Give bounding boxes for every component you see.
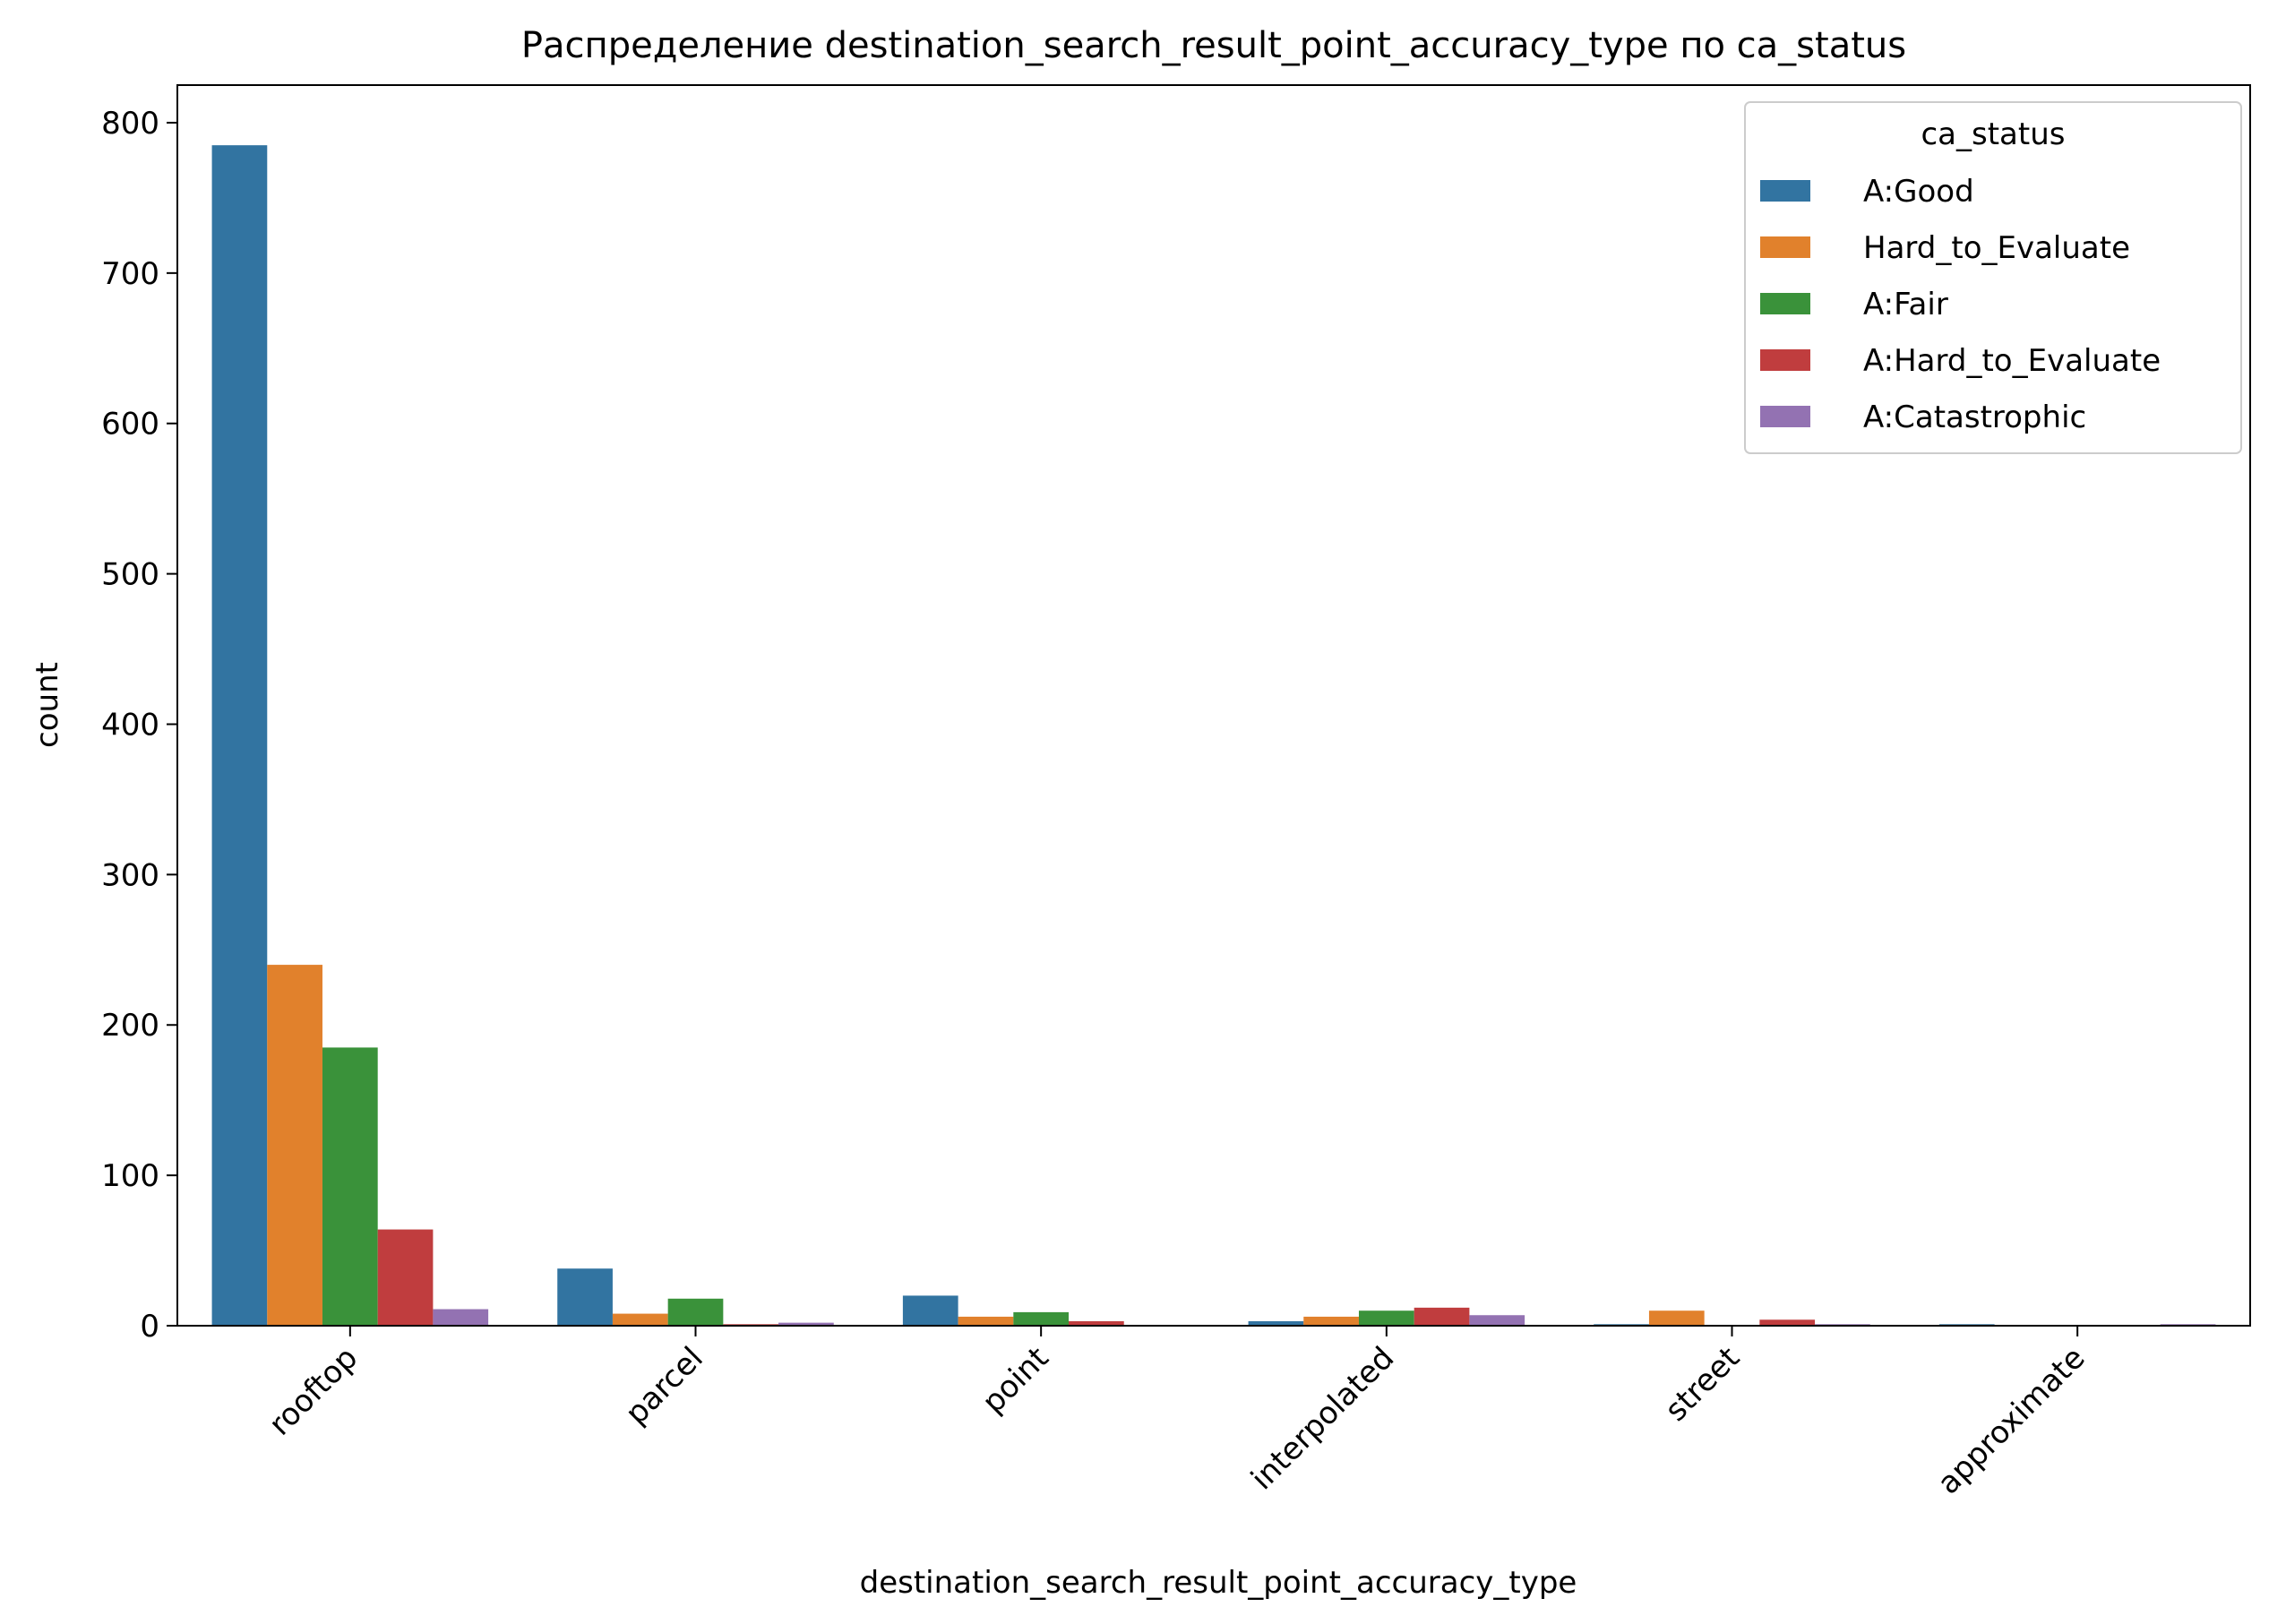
y-tick-label: 200 [101, 1008, 159, 1044]
bar-interpolated-a-hard-to-evaluate [1414, 1307, 1470, 1326]
legend-swatch [1760, 236, 1810, 258]
chart-title: Распределение destination_search_result_… [521, 25, 1906, 66]
bar-interpolated-a-fair [1358, 1310, 1414, 1326]
bar-parcel-a-good [557, 1268, 613, 1326]
y-tick-label: 0 [140, 1309, 159, 1345]
legend-label: A:Catastrophic [1863, 400, 2086, 435]
bar-parcel-a-fair [667, 1298, 724, 1326]
legend-swatch [1760, 293, 1810, 314]
bar-interpolated-hard-to-evaluate [1303, 1316, 1359, 1326]
legend-label: A:Fair [1863, 287, 1948, 322]
bar-rooftop-a-hard-to-evaluate [377, 1229, 434, 1326]
bar-point-a-fair [1013, 1311, 1070, 1326]
legend-title: ca_status [1921, 116, 2065, 152]
legend-label: A:Good [1863, 174, 1974, 210]
bar-street-a-hard-to-evaluate [1759, 1319, 1816, 1326]
y-tick-label: 400 [101, 707, 159, 743]
bar-point-a-good [902, 1295, 958, 1326]
bar-interpolated-a-catastrophic [1469, 1315, 1525, 1326]
bar-point-hard-to-evaluate [958, 1316, 1014, 1326]
bar-street-hard-to-evaluate [1648, 1310, 1705, 1326]
y-tick-label: 600 [101, 407, 159, 443]
y-tick-label: 500 [101, 557, 159, 593]
bar-parcel-a-catastrophic [778, 1322, 834, 1326]
legend-swatch [1760, 180, 1810, 202]
legend-label: Hard_to_Evaluate [1863, 230, 2130, 266]
legend-box [1744, 101, 2242, 454]
bar-rooftop-a-fair [322, 1047, 378, 1326]
plot-frame [176, 84, 2251, 1327]
y-tick-label: 800 [101, 106, 159, 142]
bar-point-a-hard-to-evaluate [1069, 1320, 1124, 1326]
y-axis: 0 100 200 300 400 500 600 700 800 [101, 106, 177, 1345]
bar-interpolated-a-good [1248, 1320, 1304, 1326]
legend-label: A:Hard_to_Evaluate [1863, 343, 2161, 379]
legend-swatch [1760, 406, 1810, 427]
x-axis-label: destination_search_result_point_accuracy… [860, 1565, 1577, 1601]
bar-rooftop-a-catastrophic [433, 1309, 489, 1326]
legend: ca_status A:Good Hard_to_Evaluate A:Fair A:H… [1744, 101, 2242, 454]
y-tick-label: 300 [101, 857, 159, 893]
bar-rooftop-a-good [211, 145, 268, 1327]
y-axis-label: count [30, 662, 65, 748]
y-tick-label: 100 [101, 1158, 159, 1194]
bar-parcel-hard-to-evaluate [612, 1313, 668, 1326]
legend-swatch [1760, 349, 1810, 371]
y-tick-label: 700 [101, 256, 159, 292]
bar-rooftop-hard-to-evaluate [267, 965, 322, 1326]
